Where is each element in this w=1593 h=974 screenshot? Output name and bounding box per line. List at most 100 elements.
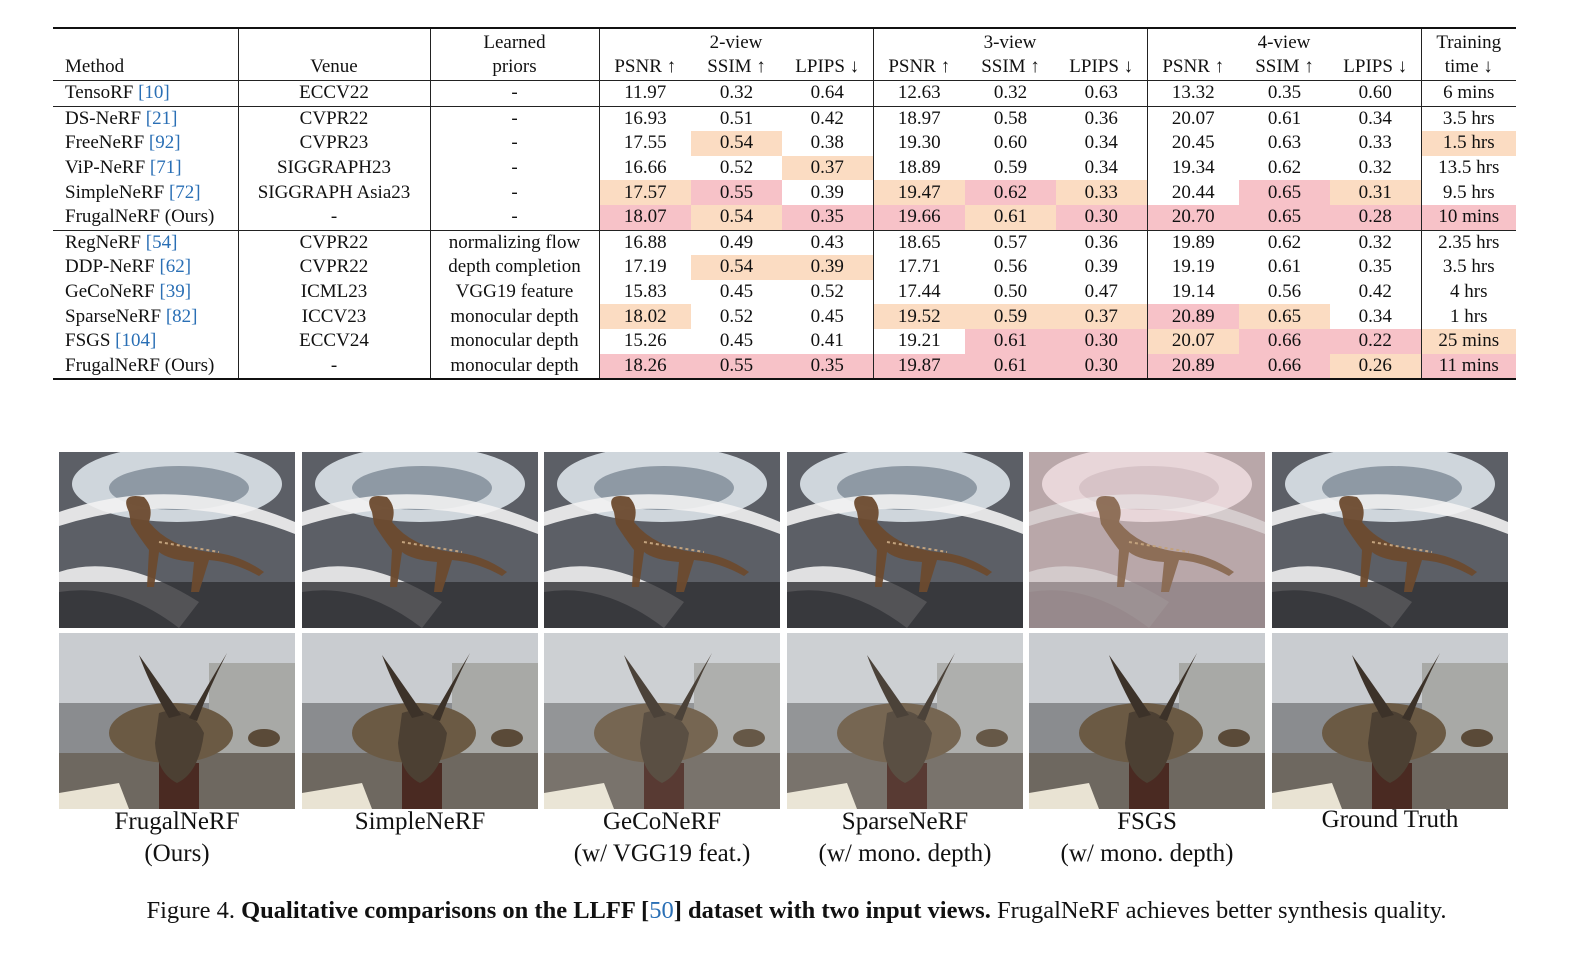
header-venue: Venue bbox=[238, 55, 431, 81]
ssim-2view-cell: 0.52 bbox=[719, 305, 754, 327]
lpips-4view-cell: 0.28 bbox=[1330, 204, 1422, 231]
psnr-4view-cell: 19.19 bbox=[1171, 256, 1215, 278]
psnr-4view-cell: 20.89 bbox=[1147, 353, 1239, 381]
psnr-3view-cell: 19.87 bbox=[873, 353, 965, 381]
psnr-2view-cell: 18.07 bbox=[599, 204, 691, 231]
ssim-2view-cell: 0.54 bbox=[691, 204, 782, 231]
priors-cell: - bbox=[430, 131, 600, 156]
table-row: SimpleNeRF [72] SIGGRAPH Asia23-17.57 0.55… bbox=[53, 180, 1516, 205]
psnr-2view-cell: 18.02 bbox=[599, 304, 691, 329]
method-cell: FSGS [104] bbox=[53, 328, 239, 354]
venue-cell: CVPR23 bbox=[238, 131, 431, 156]
venue-cell: CVPR22 bbox=[238, 229, 431, 256]
psnr-4view-cell: 13.32 bbox=[1147, 80, 1239, 107]
psnr-4view-cell: 19.34 bbox=[1171, 157, 1215, 179]
method-name: SimpleNeRF bbox=[65, 181, 169, 203]
trex-render-image bbox=[544, 452, 780, 628]
lpips-2view-cell: 0.43 bbox=[782, 229, 874, 256]
citation-link[interactable]: [104] bbox=[115, 330, 157, 352]
ssim-2view-cell: 0.55 bbox=[691, 353, 782, 381]
header-ssim: SSIM ↑ bbox=[1255, 56, 1314, 77]
psnr-4view-cell: 20.45 bbox=[1171, 132, 1215, 154]
ssim-3view-cell: 0.61 bbox=[965, 204, 1056, 231]
psnr-2view-cell: 17.55 bbox=[623, 132, 667, 154]
time-cell: 25 mins bbox=[1421, 328, 1516, 354]
lpips-2view-cell: 0.37 bbox=[782, 155, 874, 181]
time-cell: 1 hrs bbox=[1450, 305, 1488, 327]
header-2view: 2-view bbox=[599, 28, 874, 55]
table-row: RegNeRF [54] CVPR22 normalizing flow 16.88 0… bbox=[53, 229, 1516, 256]
psnr-2view-cell: 11.97 bbox=[599, 80, 691, 107]
lpips-4view-cell: 0.34 bbox=[1330, 304, 1422, 329]
citation-link[interactable]: [72] bbox=[168, 181, 201, 203]
psnr-3view-cell: 19.30 bbox=[897, 132, 941, 154]
lpips-2view-cell: 0.39 bbox=[782, 180, 874, 205]
ssim-4view-cell: 0.66 bbox=[1239, 353, 1330, 381]
citation-link[interactable]: [21] bbox=[145, 107, 178, 129]
citation-link[interactable]: [71] bbox=[149, 157, 182, 179]
triceratops-render-image bbox=[302, 633, 538, 809]
table-row: GeCoNeRF [39] ICML23 VGG19 feature 15.83 0.4… bbox=[53, 279, 1516, 305]
psnr-3view-cell: 19.66 bbox=[873, 204, 965, 231]
method-name: RegNeRF bbox=[65, 231, 146, 253]
ssim-2view-cell: 0.54 bbox=[691, 131, 782, 156]
header-ssim: SSIM ↑ bbox=[981, 56, 1040, 77]
citation-link[interactable]: [82] bbox=[165, 305, 198, 327]
citation-link[interactable]: [54] bbox=[145, 231, 178, 253]
header-time-line2: time ↓ bbox=[1444, 56, 1493, 77]
method-name: DDP-NeRF bbox=[65, 256, 160, 278]
lpips-4view-cell: 0.31 bbox=[1330, 180, 1422, 205]
table-row: FreeNeRF [92] CVPR23-17.55 0.54 0.38 19.30 0.… bbox=[53, 131, 1516, 156]
lpips-2view-cell: 0.52 bbox=[782, 279, 874, 305]
psnr-4view-cell: 20.70 bbox=[1147, 204, 1239, 231]
psnr-3view-cell: 17.71 bbox=[897, 256, 941, 278]
lpips-3view-cell: 0.37 bbox=[1056, 304, 1148, 329]
ssim-2view-cell: 0.45 bbox=[719, 330, 754, 352]
results-table-container: Learned 2-view 3-view 4-view Training Me… bbox=[53, 27, 1516, 381]
method-name: ViP-NeRF bbox=[65, 157, 150, 179]
header-priors-line2: priors bbox=[430, 55, 600, 81]
psnr-4view-cell: 20.89 bbox=[1147, 304, 1239, 329]
venue-cell: CVPR22 bbox=[238, 255, 431, 280]
method-name: SparseNeRF bbox=[65, 305, 166, 327]
citation-link[interactable]: [92] bbox=[148, 132, 181, 154]
priors-cell: - bbox=[430, 204, 600, 231]
method-cell: DS-NeRF [21] bbox=[53, 105, 239, 132]
lpips-2view-cell: 0.35 bbox=[782, 353, 874, 381]
time-cell: 9.5 hrs bbox=[1442, 181, 1495, 203]
ssim-4view-cell: 0.56 bbox=[1267, 281, 1302, 303]
psnr-2view-cell: 16.88 bbox=[599, 229, 691, 256]
method-name: FreeNeRF bbox=[65, 132, 149, 154]
citation-link[interactable]: 50 bbox=[649, 897, 674, 924]
ssim-4view-cell: 0.65 bbox=[1239, 204, 1330, 231]
caption-simplenerf: SimpleNeRF bbox=[354, 808, 486, 835]
lpips-4view-cell: 0.42 bbox=[1330, 279, 1422, 305]
psnr-2view-cell: 17.19 bbox=[623, 256, 667, 278]
psnr-3view-cell: 19.52 bbox=[873, 304, 965, 329]
header-ssim: SSIM ↑ bbox=[707, 56, 766, 77]
ssim-4view-cell: 0.65 bbox=[1239, 304, 1330, 329]
citation-link[interactable]: [10] bbox=[138, 82, 170, 104]
header-psnr: PSNR ↑ bbox=[614, 56, 677, 77]
ssim-4view-cell: 0.65 bbox=[1239, 180, 1330, 205]
header-time-line1: Training bbox=[1436, 32, 1502, 53]
citation-link[interactable]: [62] bbox=[159, 256, 192, 278]
triceratops-render-image bbox=[544, 633, 780, 809]
triceratops-render-image bbox=[787, 633, 1023, 809]
table-row: DDP-NeRF [62] CVPR22 depth completion 17.19… bbox=[53, 255, 1516, 280]
caption-ground-truth: Ground Truth bbox=[1321, 806, 1459, 833]
ssim-3view-cell: 0.32 bbox=[965, 80, 1056, 107]
lpips-4view-cell: 0.35 bbox=[1330, 255, 1422, 280]
citation-link[interactable]: [39] bbox=[159, 281, 192, 303]
ssim-3view-cell: 0.50 bbox=[993, 281, 1028, 303]
psnr-3view-cell: 19.21 bbox=[897, 330, 941, 352]
method-name: DS-NeRF bbox=[65, 107, 146, 129]
method-name: FrugalNeRF (Ours) bbox=[65, 206, 215, 228]
method-name: FrugalNeRF (Ours) bbox=[65, 354, 215, 376]
method-name: TensoRF bbox=[65, 82, 139, 104]
table-row: FrugalNeRF (Ours) - -18.07 0.54 0.35 19.66 0.6… bbox=[53, 204, 1516, 231]
venue-cell: ECCV22 bbox=[238, 80, 431, 107]
header-lpips: LPIPS ↓ bbox=[782, 55, 874, 81]
lpips-2view-cell: 0.64 bbox=[782, 80, 874, 107]
psnr-3view-cell: 18.89 bbox=[897, 157, 941, 179]
